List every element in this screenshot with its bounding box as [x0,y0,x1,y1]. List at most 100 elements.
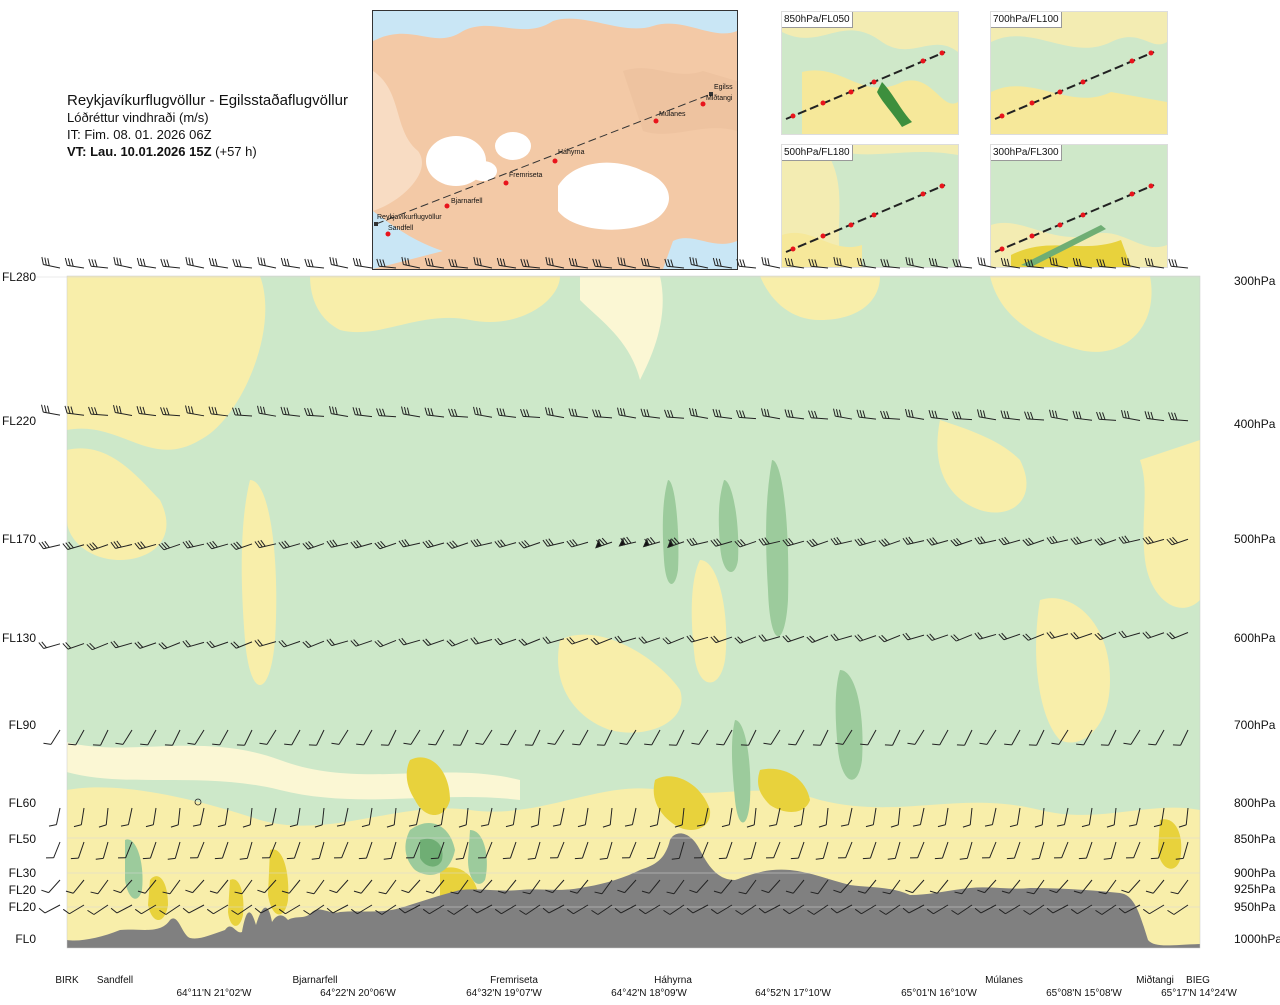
wind-barb [113,256,133,269]
wind-barb [430,841,445,860]
wind-barb [1051,729,1069,745]
wind-barb [118,841,133,859]
wind-barb [674,807,685,828]
wind-barb [326,638,349,647]
wind-barb [520,408,541,418]
wind-barb [1145,879,1165,894]
wind-barb [110,904,133,914]
wind-barb [214,841,229,860]
wind-barb [782,904,805,915]
wind-barb [808,258,829,269]
wind-barb [542,636,565,644]
wind-barb [937,807,949,828]
wind-barb [448,258,469,269]
chart-subtitle: Lóðréttur vindhraði (m/s) [67,110,209,125]
wind-barb [1094,632,1117,641]
wind-barb [494,539,517,548]
wind-barb [619,729,637,745]
wind-barb [1095,904,1117,915]
waypoint-label: Múlanes [985,975,1023,986]
wind-barb [854,904,877,915]
wind-barb [518,638,541,646]
wind-barb [1026,879,1045,895]
wind-barb [974,632,997,640]
wind-barb [254,539,277,549]
wind-barb [496,257,517,269]
waypoint-label: BIRK [55,975,79,986]
wind-barb [401,406,421,418]
wind-barb [545,256,565,269]
wind-barb [905,408,925,420]
wind-barb [190,841,205,859]
wind-barb [998,904,1021,915]
wind-barb [641,879,661,894]
wind-barb [422,638,445,646]
wind-barb [860,729,877,746]
wind-barb [734,636,757,644]
wind-barb [470,538,493,548]
wind-barb [768,807,781,827]
wind-barb [998,632,1021,641]
level-label-right: 950hPa [1234,900,1276,914]
wind-barb [905,256,925,269]
wind-barb [41,404,61,416]
wind-barb [736,258,757,269]
wind-barb [617,256,637,269]
wind-barb [640,408,661,419]
wind-barb [835,729,853,745]
wind-barb [950,634,973,642]
wind-barb [41,879,61,894]
wind-barb [304,258,325,269]
wind-barb [352,257,373,269]
wind-barb [591,904,613,915]
mini-map-svg [991,145,1167,267]
wind-barb [284,729,301,746]
wind-barb [926,633,949,641]
wind-barb [140,729,157,746]
wind-barb [602,807,613,828]
wind-barb [452,729,469,746]
wind-barb [398,904,421,914]
route-map-svg: Reykjavíkurflugvöllur Sandfell Bjarnarfe… [373,18,737,269]
wind-barb [257,256,277,269]
wind-barb [306,879,325,895]
wind-barb [1103,841,1117,860]
coordinate-label: 65°17'N 14°24'W [1161,988,1237,999]
wind-barb [113,404,133,416]
level-label-right: 850hPa [1234,832,1276,846]
mini-map-label: 850hPa/FL050 [782,12,853,28]
level-label-right: 800hPa [1234,796,1276,810]
map-label: Egilss [714,84,733,91]
wind-barb [231,904,253,915]
wind-barb [1106,807,1117,828]
level-label-right: 1000hPa [1234,932,1280,946]
wind-barb [979,729,997,745]
wind-barb [41,256,61,269]
wind-barb [478,841,493,859]
wind-barb [617,407,637,419]
wind-barb [46,841,61,859]
wind-barb [878,538,901,547]
wind-barb [314,807,325,828]
wind-barb [1153,807,1165,828]
wind-barb [158,541,181,551]
wind-barb [424,407,445,418]
wind-barb [878,634,901,643]
level-label-right: 900hPa [1234,866,1276,880]
wind-barb [137,879,157,894]
wind-barb [428,729,445,746]
wind-barb [1009,807,1021,828]
wind-barb [710,635,733,644]
wind-barb [159,904,181,915]
wind-barb [812,729,829,746]
wind-barb [496,407,517,418]
wind-barb [952,258,973,269]
wind-barb [649,807,661,828]
wind-barb [902,632,925,641]
wind-barb [572,729,589,746]
wind-barb [113,879,133,894]
wind-barb [406,841,421,859]
wind-barb [950,537,973,547]
wind-barb [120,807,133,827]
wind-barb [694,841,709,859]
